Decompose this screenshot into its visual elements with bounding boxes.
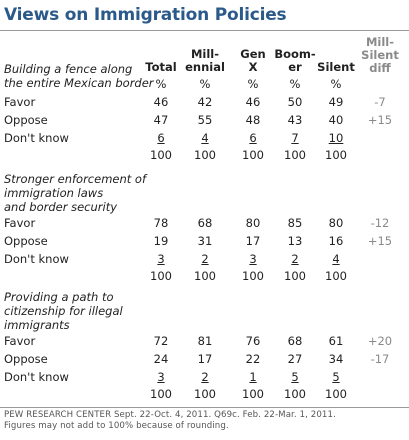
- cell-1-2-2: 3: [249, 252, 257, 266]
- section-question-0: Building a fence along the entire Mexican…: [4, 62, 154, 90]
- cell-0-1-4: 40: [328, 113, 344, 127]
- section-question-2: Providing a path to citizenship for illeg…: [4, 290, 123, 332]
- cell-1-0-2: 80: [245, 216, 261, 230]
- cell-0-0-4: 49: [328, 95, 344, 109]
- column-header-1: Mill-ennial: [185, 47, 225, 74]
- cell-2-1-2: 22: [245, 352, 261, 366]
- percent-sign-0: %: [155, 77, 167, 91]
- cell-2-2-0: 3: [157, 370, 165, 384]
- footer-note: Figures may not add to 100% because of r…: [4, 421, 229, 431]
- percent-sign-2: %: [247, 77, 259, 91]
- cell-1-0-3: 85: [287, 216, 303, 230]
- total-0-0: 100: [150, 148, 172, 162]
- total-0-1: 100: [194, 148, 216, 162]
- diff-2-0: +20: [367, 334, 393, 348]
- cell-1-2-1: 2: [201, 252, 209, 266]
- cell-2-1-1: 17: [197, 352, 213, 366]
- cell-0-2-1: 4: [201, 131, 209, 145]
- cell-1-1-0: 19: [153, 234, 169, 248]
- cell-0-2-4: 10: [328, 131, 344, 145]
- diff-2-1: -17: [370, 352, 390, 366]
- cell-1-0-0: 78: [153, 216, 169, 230]
- cell-0-0-0: 46: [153, 95, 169, 109]
- total-2-1: 100: [194, 387, 216, 401]
- section-question-1: Stronger enforcement of immigration laws a…: [4, 172, 147, 214]
- total-1-0: 100: [150, 269, 172, 283]
- diff-0-0: -7: [374, 95, 386, 109]
- total-1-3: 100: [284, 269, 306, 283]
- total-0-4: 100: [325, 148, 347, 162]
- column-header-4: Silent: [317, 60, 355, 74]
- cell-0-2-0: 6: [157, 131, 165, 145]
- total-1-1: 100: [194, 269, 216, 283]
- cell-0-0-2: 46: [245, 95, 261, 109]
- cell-2-1-4: 34: [328, 352, 344, 366]
- cell-2-0-1: 81: [197, 334, 213, 348]
- total-0-2: 100: [242, 148, 264, 162]
- cell-0-1-3: 43: [287, 113, 303, 127]
- total-2-3: 100: [284, 387, 306, 401]
- row-label-1-2: Don't know: [4, 252, 69, 266]
- diff-1-1: +15: [367, 234, 393, 248]
- cell-0-0-1: 42: [197, 95, 213, 109]
- cell-1-1-4: 16: [328, 234, 344, 248]
- column-header-0: Total: [145, 60, 177, 74]
- percent-sign-4: %: [330, 77, 342, 91]
- row-label-1-1: Oppose: [4, 234, 48, 248]
- footer-source: PEW RESEARCH CENTER Sept. 22-Oct. 4, 201…: [4, 410, 336, 420]
- cell-2-0-2: 76: [245, 334, 261, 348]
- cell-2-2-3: 5: [291, 370, 299, 384]
- cell-1-2-4: 4: [332, 252, 340, 266]
- row-label-2-0: Favor: [4, 334, 36, 348]
- total-1-2: 100: [242, 269, 264, 283]
- footer-rule: [0, 407, 409, 408]
- cell-1-2-3: 2: [291, 252, 299, 266]
- cell-2-1-0: 24: [153, 352, 169, 366]
- cell-2-2-1: 2: [201, 370, 209, 384]
- cell-2-0-3: 68: [287, 334, 303, 348]
- cell-1-0-4: 80: [328, 216, 344, 230]
- diff-1-0: -12: [370, 216, 390, 230]
- cell-2-2-2: 1: [249, 370, 257, 384]
- total-2-0: 100: [150, 387, 172, 401]
- cell-0-1-2: 48: [245, 113, 261, 127]
- column-header-3: Boom-er: [274, 47, 316, 74]
- column-header-5: Mill- Silent diff: [361, 35, 399, 75]
- cell-0-0-3: 50: [287, 95, 303, 109]
- cell-2-0-0: 72: [153, 334, 169, 348]
- chart-title: Views on Immigration Policies: [4, 5, 287, 25]
- title-rule: [0, 30, 409, 31]
- row-label-2-2: Don't know: [4, 370, 69, 384]
- cell-2-0-4: 61: [328, 334, 344, 348]
- total-1-4: 100: [325, 269, 347, 283]
- total-0-3: 100: [284, 148, 306, 162]
- cell-1-1-2: 17: [245, 234, 261, 248]
- cell-1-0-1: 68: [197, 216, 213, 230]
- row-label-0-0: Favor: [4, 95, 36, 109]
- percent-sign-3: %: [289, 77, 301, 91]
- cell-1-1-3: 13: [287, 234, 303, 248]
- cell-0-2-3: 7: [291, 131, 299, 145]
- row-label-1-0: Favor: [4, 216, 36, 230]
- cell-0-2-2: 6: [249, 131, 257, 145]
- cell-0-1-0: 47: [153, 113, 169, 127]
- cell-0-1-1: 55: [197, 113, 213, 127]
- diff-0-1: +15: [367, 113, 393, 127]
- total-2-2: 100: [242, 387, 264, 401]
- cell-1-1-1: 31: [197, 234, 213, 248]
- row-label-0-1: Oppose: [4, 113, 48, 127]
- row-label-0-2: Don't know: [4, 131, 69, 145]
- column-header-2: Gen X: [240, 47, 266, 74]
- percent-sign-1: %: [199, 77, 211, 91]
- total-2-4: 100: [325, 387, 347, 401]
- cell-1-2-0: 3: [157, 252, 165, 266]
- row-label-2-1: Oppose: [4, 352, 48, 366]
- cell-2-1-3: 27: [287, 352, 303, 366]
- cell-2-2-4: 5: [332, 370, 340, 384]
